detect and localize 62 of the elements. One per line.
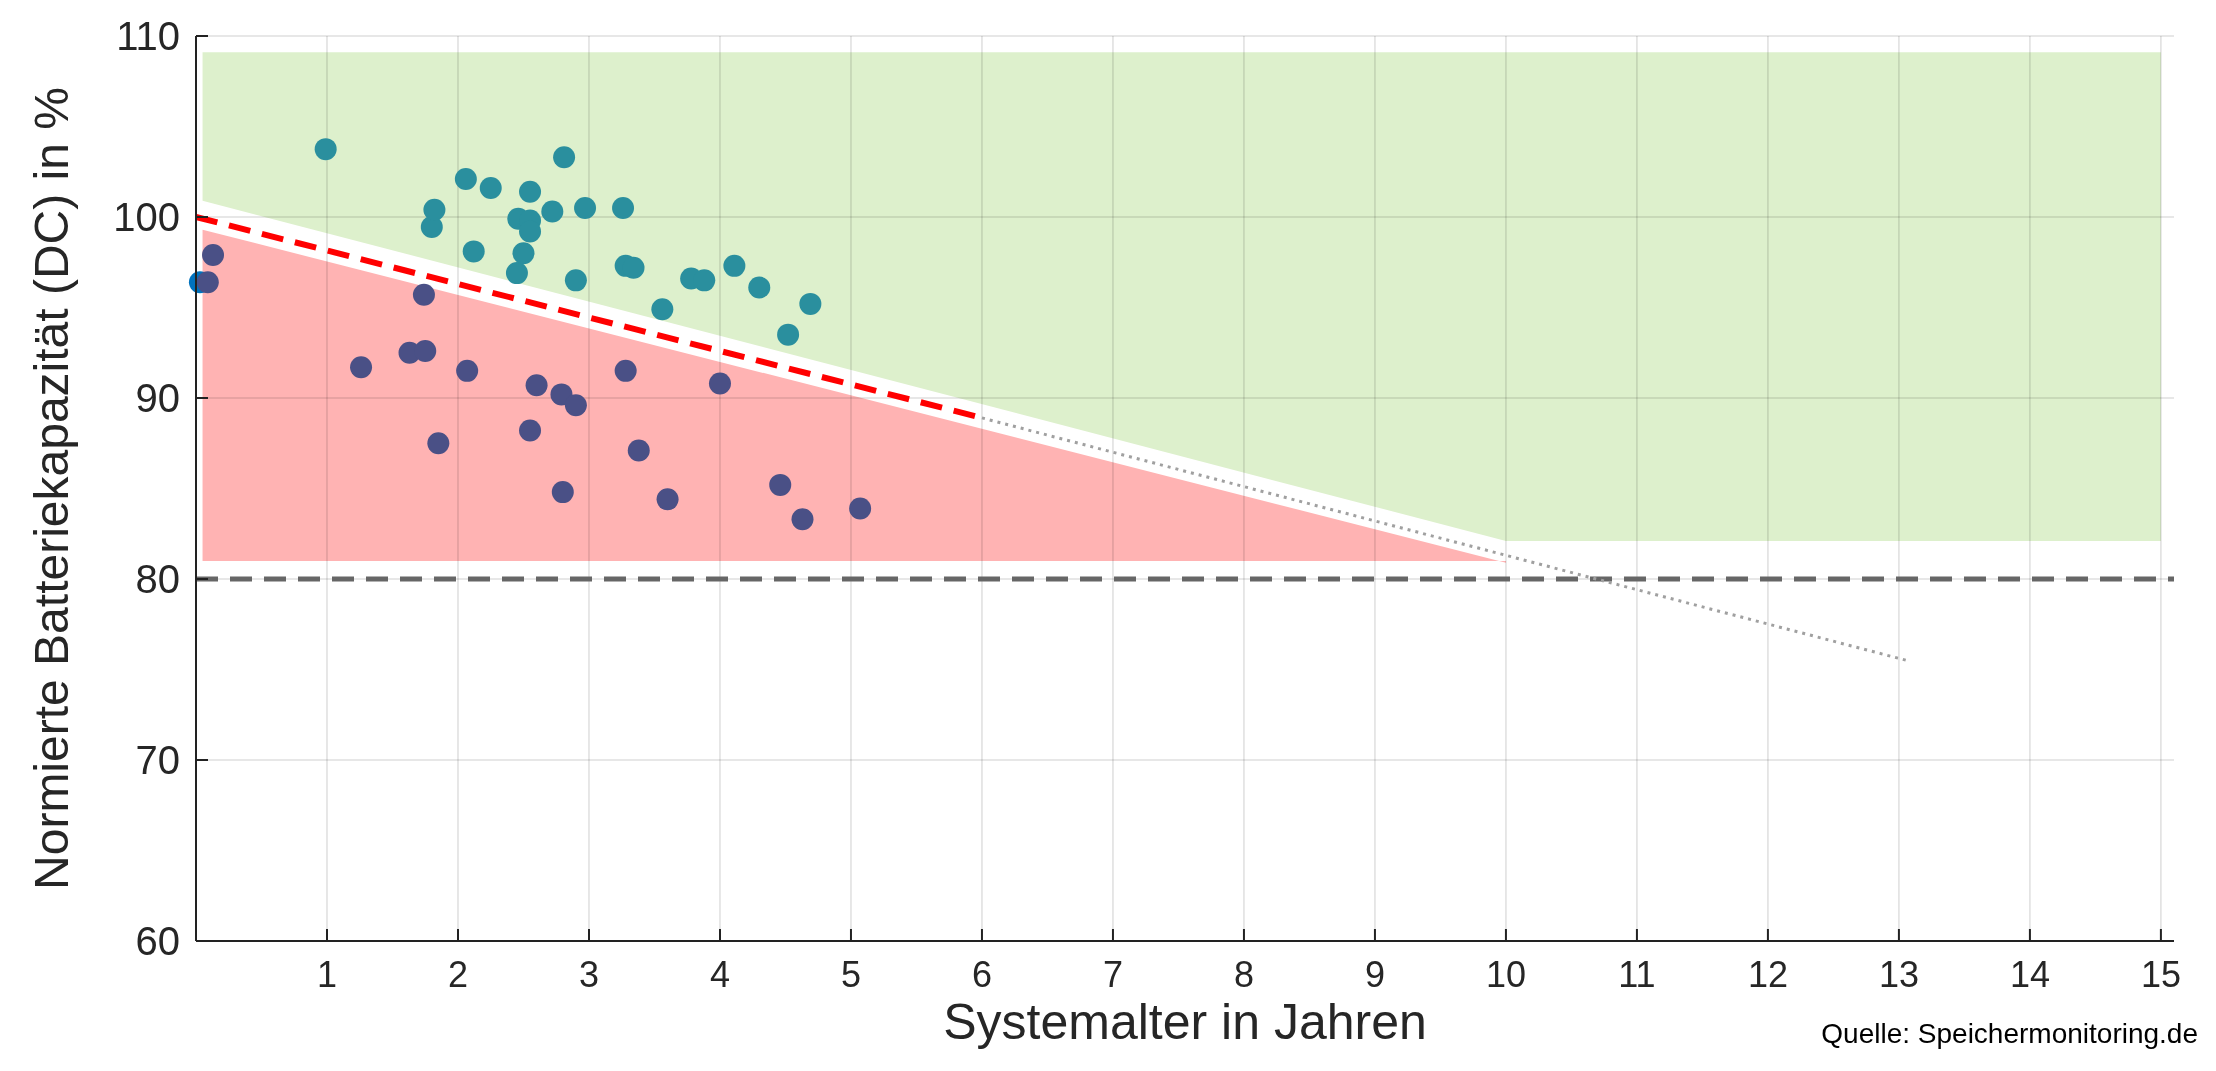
point: [412, 283, 435, 306]
y-tick-label: 100: [113, 195, 180, 239]
y-tick-label: 60: [135, 919, 180, 963]
point: [423, 198, 446, 221]
point: [462, 240, 485, 263]
point: [314, 138, 337, 161]
x-tick-label: 3: [578, 954, 599, 995]
point: [350, 356, 373, 379]
point: [799, 292, 822, 315]
x-tick-label: 4: [709, 954, 730, 995]
x-tick-label: 5: [840, 954, 861, 995]
point: [505, 262, 528, 285]
point: [553, 146, 576, 169]
x-tick-label: 14: [2009, 954, 2050, 995]
point: [614, 359, 637, 382]
x-tick-label: 15: [2140, 954, 2181, 995]
point: [723, 254, 746, 277]
point: [651, 298, 674, 321]
y-tick-label: 110: [116, 14, 180, 58]
point: [656, 488, 679, 511]
point: [519, 419, 542, 442]
x-tick-label: 2: [447, 954, 468, 995]
point: [777, 323, 800, 346]
x-tick-label: 11: [1618, 954, 1656, 995]
source-note: Quelle: Speichermonitoring.de: [1821, 1018, 2198, 1049]
x-tick-label: 9: [1364, 954, 1385, 995]
x-tick-label: 6: [971, 954, 992, 995]
x-tick-label: 8: [1233, 954, 1254, 995]
y-tick-label: 90: [135, 376, 180, 420]
y-tick-label: 70: [135, 738, 180, 782]
point: [551, 481, 574, 504]
point: [456, 359, 479, 382]
point: [564, 394, 587, 417]
point: [693, 269, 716, 292]
point: [541, 200, 564, 223]
point: [612, 196, 635, 219]
x-tick-label: 7: [1102, 954, 1123, 995]
y-tick-label: 80: [135, 557, 180, 601]
point: [512, 242, 535, 265]
point: [748, 276, 771, 299]
point: [849, 497, 872, 520]
x-axis-title: Systemalter in Jahren: [943, 994, 1427, 1050]
point: [202, 244, 225, 267]
point: [791, 508, 814, 531]
x-tick-label: 10: [1485, 954, 1526, 995]
x-tick-label: 13: [1878, 954, 1919, 995]
point: [574, 196, 597, 219]
y-axis-title: Normierte Batteriekapazität (DC) in %: [25, 87, 78, 890]
point: [550, 383, 573, 406]
point: [427, 432, 450, 455]
x-tick-label: 12: [1747, 954, 1788, 995]
point: [454, 167, 477, 190]
point: [196, 271, 219, 294]
x-tick-label: 1: [316, 954, 338, 995]
point: [627, 439, 650, 462]
point: [414, 339, 437, 362]
point: [479, 177, 502, 200]
point: [564, 269, 587, 292]
point: [708, 372, 731, 395]
point: [525, 374, 548, 397]
point: [769, 473, 792, 496]
point: [519, 180, 542, 203]
